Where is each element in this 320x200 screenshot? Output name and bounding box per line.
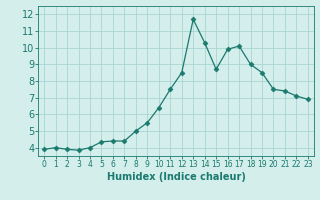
X-axis label: Humidex (Indice chaleur): Humidex (Indice chaleur) — [107, 172, 245, 182]
